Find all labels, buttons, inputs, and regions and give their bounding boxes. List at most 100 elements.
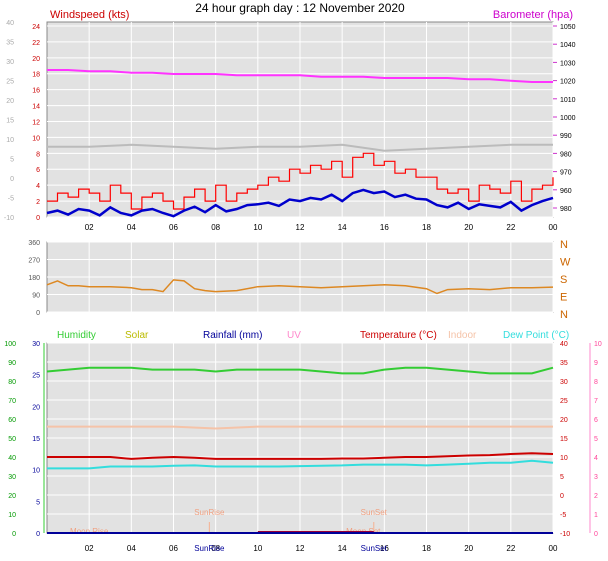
- uv-y-tick: 5: [594, 436, 598, 443]
- wind-line: [46, 188, 554, 218]
- temp-y-tick: 25: [560, 398, 568, 405]
- gust-y-tick: 25: [6, 79, 14, 86]
- uv-y-tick: 9: [594, 360, 598, 367]
- temp-y-tick: -10: [560, 531, 570, 538]
- rain-y-tick: 20: [32, 404, 40, 411]
- baro-y-tick: 1000: [560, 115, 576, 122]
- temp-y-tick: 35: [560, 360, 568, 367]
- temp-humidity-panel: 4035302520151050-5-101098765432101009080…: [4, 330, 602, 553]
- wind-y-tick: 24: [32, 24, 40, 31]
- indoor-line: [47, 425, 553, 430]
- dir-y-tick: 90: [32, 293, 40, 300]
- wind-x-tick: 18: [422, 223, 431, 232]
- uv-y-tick: 6: [594, 417, 598, 424]
- rain-y-tick: 25: [32, 373, 40, 380]
- humidity-y-tick: 90: [8, 360, 16, 367]
- wind-y-tick: 8: [36, 151, 40, 158]
- wind-y-tick: 22: [32, 40, 40, 47]
- temp-y-tick: 0: [560, 493, 564, 500]
- wind-x-tick: 20: [464, 223, 473, 232]
- temp-y-tick: 30: [560, 379, 568, 386]
- baro-y-tick: 960: [560, 188, 572, 195]
- rain-y-tick: 0: [36, 531, 40, 538]
- dir-compass-label: N: [560, 239, 568, 251]
- graph-title: 24 hour graph day : 12 November 2020: [195, 1, 405, 15]
- moonrise-label: Moon Rise: [70, 527, 109, 536]
- humidity-y-tick: 60: [8, 417, 16, 424]
- gust-grey-line: [47, 143, 553, 152]
- rain-y-tick: 10: [32, 468, 40, 475]
- temp-x-tick: 14: [338, 544, 347, 553]
- sunset-axis-label: SunSet: [361, 544, 388, 553]
- wind-y-tick: 20: [32, 56, 40, 63]
- gust-y-tick: 0: [10, 176, 14, 183]
- uv-y-tick: 4: [594, 455, 598, 462]
- temp-x-tick: 16: [380, 544, 389, 553]
- baro-y-tick: 1040: [560, 42, 576, 49]
- temp-y-tick: -5: [560, 512, 566, 519]
- wind-y-tick: 10: [32, 135, 40, 142]
- wind-x-tick: 22: [506, 223, 515, 232]
- temp-header-label: Indoor: [448, 330, 477, 341]
- humidity-y-tick: 10: [8, 512, 16, 519]
- temperature-line: [47, 452, 554, 460]
- humidity-y-tick: 0: [12, 531, 16, 538]
- wind-pressure-panel: 2422201816141210864204035302520151050-5-…: [4, 9, 576, 232]
- gust-y-tick: 35: [6, 40, 14, 47]
- sunrise-label: SunRise: [194, 508, 225, 517]
- humidity-y-tick: 80: [8, 379, 16, 386]
- wind-x-tick: 02: [85, 223, 94, 232]
- uv-y-tick: 8: [594, 379, 598, 386]
- sunset-label: SunSet: [361, 508, 388, 517]
- baro-y-tick: 970: [560, 170, 572, 177]
- temp-x-tick: 06: [169, 544, 178, 553]
- dew-point-line: [47, 459, 554, 470]
- wind-x-tick: 12: [296, 223, 305, 232]
- humidity-y-tick: 50: [8, 436, 16, 443]
- temp-x-tick: 08: [211, 544, 220, 553]
- humidity-line: [46, 366, 554, 375]
- temp-y-tick: 40: [560, 341, 568, 348]
- dir-y-tick: 270: [28, 258, 40, 265]
- wind-x-tick: 04: [127, 223, 136, 232]
- gust-y-tick: 5: [10, 157, 14, 164]
- temp-x-tick: 04: [127, 544, 136, 553]
- uv-y-tick: 0: [594, 531, 598, 538]
- wind-y-tick: 16: [32, 88, 40, 95]
- baro-y-tick: 1030: [560, 60, 576, 67]
- uv-y-tick: 3: [594, 474, 598, 481]
- baro-y-tick: 1010: [560, 97, 576, 104]
- humidity-y-tick: 30: [8, 474, 16, 481]
- temp-x-tick: 18: [422, 544, 431, 553]
- humidity-y-tick: 40: [8, 455, 16, 462]
- dir-y-tick: 180: [28, 275, 40, 282]
- humidity-y-tick: 100: [4, 341, 16, 348]
- rain-y-tick: 15: [32, 436, 40, 443]
- humidity-y-tick: 20: [8, 493, 16, 500]
- wind-y-tick: 12: [32, 119, 40, 126]
- wind-y-tick: 6: [36, 167, 40, 174]
- barometer-line: [47, 69, 553, 83]
- uv-y-tick: 7: [594, 398, 598, 405]
- wind-y-tick: 18: [32, 72, 40, 79]
- wind-direction-line: [46, 279, 554, 295]
- wind-x-tick: 16: [380, 223, 389, 232]
- temp-y-tick: 5: [560, 474, 564, 481]
- wind-x-tick: 06: [169, 223, 178, 232]
- wind-x-tick: 10: [253, 223, 262, 232]
- uv-y-tick: 2: [594, 493, 598, 500]
- rain-y-tick: 30: [32, 341, 40, 348]
- rain-y-tick: 5: [36, 499, 40, 506]
- gust-y-tick: 20: [6, 98, 14, 105]
- temp-y-tick: 10: [560, 455, 568, 462]
- sunrise-axis-label: SunRise: [194, 544, 225, 553]
- temp-x-tick: 22: [506, 544, 515, 553]
- wind-axis-label: Windspeed (kts): [50, 9, 129, 21]
- baro-y-tick: 1050: [560, 24, 576, 31]
- temp-x-tick: 00: [549, 544, 558, 553]
- temp-y-tick: 15: [560, 436, 568, 443]
- baro-axis-label: Barometer (hpa): [493, 9, 573, 21]
- uv-y-tick: 10: [594, 341, 602, 348]
